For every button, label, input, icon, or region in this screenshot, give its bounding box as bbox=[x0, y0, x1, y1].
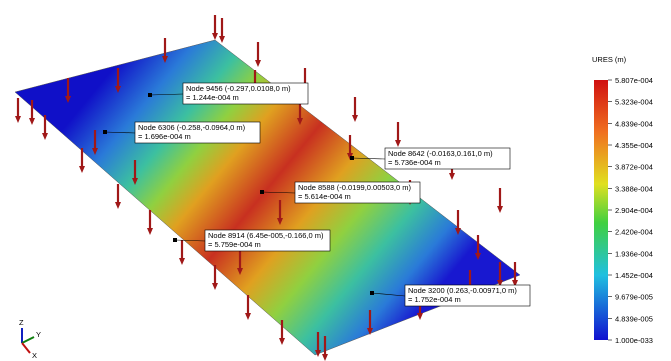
load-head bbox=[29, 118, 35, 125]
load-head bbox=[449, 173, 455, 180]
load-head bbox=[322, 354, 328, 361]
probe-node: Node 8588 (-0.0199,0.00503,0 m) bbox=[298, 183, 411, 192]
legend-label: 2.904e-004 bbox=[615, 206, 653, 215]
load-head bbox=[115, 202, 121, 209]
load-head bbox=[42, 133, 48, 140]
load-head bbox=[147, 228, 153, 235]
load-head bbox=[212, 33, 218, 40]
legend: 5.807e-004 5.323e-004 4.839e-004 4.355e-004… bbox=[608, 76, 653, 345]
probe-point bbox=[173, 238, 177, 242]
probe-node: Node 6306 (-0.258,-0.0964,0 m) bbox=[138, 123, 246, 132]
legend-label: 4.839e-005 bbox=[615, 314, 653, 323]
probe-result: = 5.736e-004 m bbox=[388, 158, 441, 167]
probe-node: Node 9456 (-0.297,0.0108,0 m) bbox=[186, 84, 291, 93]
probe-point bbox=[370, 291, 374, 295]
legend-label: 5.807e-004 bbox=[615, 76, 653, 85]
legend-label: 1.000e-033 bbox=[615, 336, 653, 345]
legend-title: URES (m) bbox=[592, 55, 627, 64]
legend-label: 5.323e-004 bbox=[615, 98, 653, 107]
probe-result: = 5.614e-004 m bbox=[298, 192, 351, 201]
probe-result: = 1.244e-004 m bbox=[186, 93, 239, 102]
load-head bbox=[219, 36, 225, 43]
legend-label: 3.872e-004 bbox=[615, 163, 653, 172]
legend-label: 9.679e-005 bbox=[615, 293, 653, 302]
load-head bbox=[179, 258, 185, 265]
probe-node: Node 3200 (0.263,-0.00971,0 m) bbox=[408, 286, 517, 295]
legend-label: 1.936e-004 bbox=[615, 249, 653, 258]
load-head bbox=[79, 166, 85, 173]
probe-point bbox=[260, 190, 264, 194]
legend-label: 4.839e-004 bbox=[615, 119, 653, 128]
probe-node: Node 8914 (6.45e-005,-0.166,0 m) bbox=[208, 231, 324, 240]
axis-z: Z bbox=[19, 318, 24, 327]
load-head bbox=[15, 116, 21, 123]
load-head bbox=[417, 313, 423, 320]
load-head bbox=[245, 313, 251, 320]
fea-view: Node 9456 (-0.297,0.0108,0 m)= 1.244e-00… bbox=[0, 0, 671, 361]
probe-result: = 1.752e-004 m bbox=[408, 295, 461, 304]
load-head bbox=[255, 60, 261, 67]
axis-x: X bbox=[32, 351, 37, 360]
probe-result: = 5.759e-004 m bbox=[208, 240, 261, 249]
probe-result: = 1.696e-004 m bbox=[138, 132, 191, 141]
axis-y: Y bbox=[36, 330, 41, 339]
probe-point bbox=[103, 130, 107, 134]
probe-point bbox=[148, 93, 152, 97]
load-head bbox=[395, 140, 401, 147]
legend-label: 4.355e-004 bbox=[615, 141, 653, 150]
legend-label: 2.420e-004 bbox=[615, 228, 653, 237]
colorbar bbox=[594, 80, 608, 340]
load-head bbox=[352, 115, 358, 122]
legend-label: 3.388e-004 bbox=[615, 184, 653, 193]
triad: Z Y X bbox=[19, 318, 41, 360]
load-head bbox=[497, 206, 503, 213]
probe-node: Node 8642 (-0.0163,0.161,0 m) bbox=[388, 149, 493, 158]
load-head bbox=[279, 338, 285, 345]
legend-label: 1.452e-004 bbox=[615, 271, 653, 280]
load-head bbox=[212, 283, 218, 290]
probe-point bbox=[350, 156, 354, 160]
